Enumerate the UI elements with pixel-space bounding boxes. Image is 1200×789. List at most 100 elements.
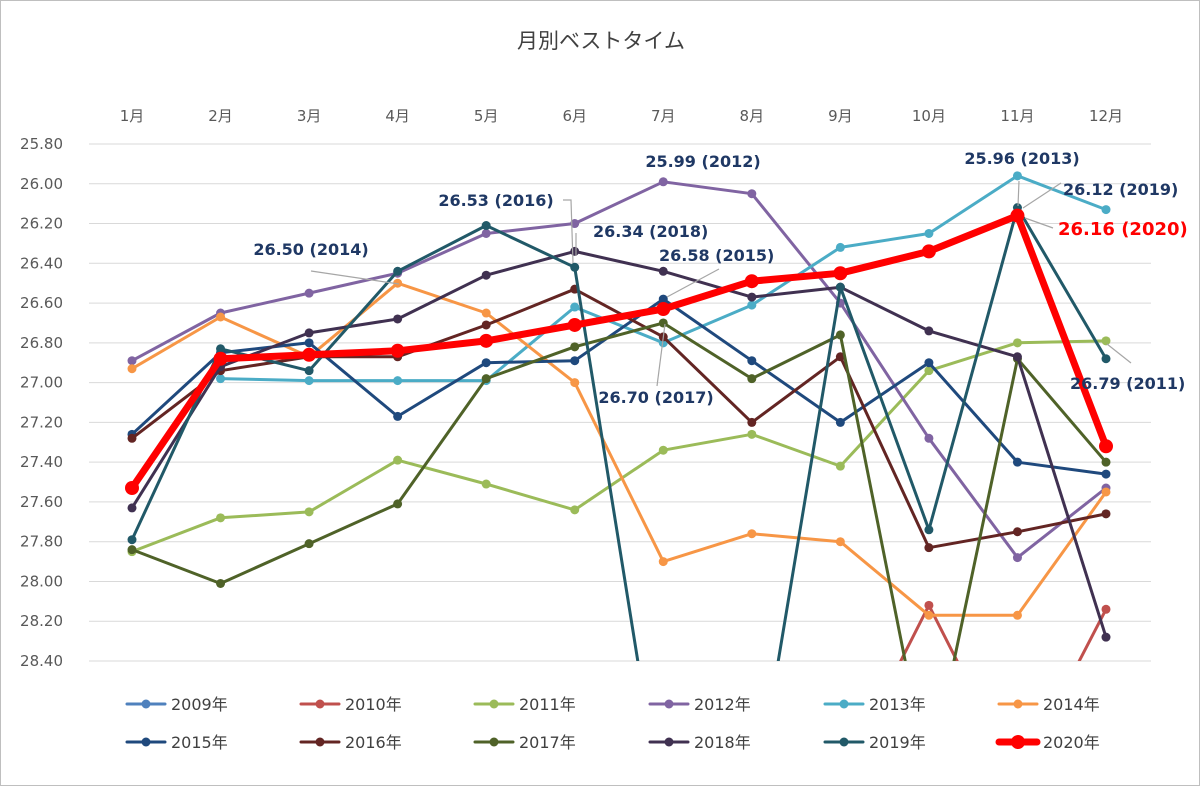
legend-marker [141, 699, 151, 709]
legend-item: 2011年 [473, 695, 576, 714]
legend: 2009年 2010年 2011年 2012年 2013年 2014年 2015年 2016年… [125, 695, 1100, 752]
data-point [836, 776, 845, 785]
x-tick-label: 3月 [297, 107, 322, 125]
x-axis-ticks: 1月 2月 3月 4月 5月 6月 7月 8月 9月 10月 11月 12月 [120, 107, 1123, 125]
annotation-label: 26.50 (2014) [253, 240, 368, 259]
data-point [1101, 336, 1111, 346]
gridlines [89, 143, 1151, 662]
legend-marker [489, 699, 499, 709]
data-point [481, 228, 491, 238]
series-2018年 [127, 246, 1111, 642]
series-line [130, 206, 1108, 661]
data-point [924, 228, 934, 238]
data-point [835, 330, 845, 340]
x-tick-label: 4月 [385, 107, 410, 125]
legend-label: 2016年 [345, 733, 402, 752]
x-tick-label: 10月 [912, 107, 946, 125]
legend-marker [1013, 699, 1023, 709]
annotation-label: 26.53 (2016) [438, 191, 553, 210]
x-tick-label: 6月 [562, 107, 587, 125]
data-point [570, 342, 580, 352]
series-line [130, 180, 1108, 560]
data-point [656, 302, 671, 317]
series-line [899, 603, 1108, 661]
data-point [658, 318, 668, 328]
legend-label: 2019年 [869, 733, 926, 752]
data-point [216, 578, 226, 588]
data-point [921, 244, 936, 259]
series-2013年 [216, 171, 1111, 386]
data-point [924, 776, 933, 785]
data-point [744, 274, 759, 289]
legend-item: 2020年 [995, 733, 1100, 752]
legend-marker [664, 737, 674, 747]
legend-marker [489, 737, 499, 747]
data-point [479, 333, 494, 348]
y-tick-label: 26.00 [20, 175, 63, 193]
data-point [747, 300, 757, 310]
data-point [570, 378, 580, 388]
data-point [924, 366, 934, 376]
data-point [658, 294, 668, 304]
data-point [302, 347, 317, 362]
legend-marker [664, 699, 674, 709]
y-tick-label: 27.60 [20, 493, 63, 511]
data-point [747, 356, 757, 366]
data-point [213, 351, 228, 366]
legend-item: 2013年 [823, 695, 926, 714]
data-point [835, 282, 845, 292]
legend-item: 2018年 [648, 733, 751, 752]
annotation-leader [563, 199, 574, 264]
data-point [924, 610, 934, 620]
annotation-leader [310, 270, 400, 285]
data-point [481, 374, 491, 384]
data-point [747, 429, 757, 439]
data-point [570, 219, 580, 229]
series-2017年 [127, 318, 1111, 785]
data-point [304, 376, 314, 386]
data-point [481, 270, 491, 280]
data-point [570, 505, 580, 515]
data-point [1101, 205, 1111, 215]
y-tick-label: 27.80 [20, 533, 63, 551]
data-point [1101, 632, 1111, 642]
y-tick-label: 27.40 [20, 453, 63, 471]
data-point [835, 537, 845, 547]
annotations: 26.50 (2014) 26.53 (2016) 26.34 (2018) 25.9… [253, 149, 1187, 407]
data-point [216, 312, 226, 322]
annotation-leader [656, 323, 666, 387]
legend-label: 2009年 [171, 695, 228, 714]
series-2019年 [127, 203, 1111, 661]
legend-label: 2020年 [1043, 733, 1100, 752]
data-point [1101, 457, 1111, 467]
data-point [1101, 509, 1111, 519]
y-tick-label: 28.20 [20, 612, 63, 630]
annotation-label: 26.34 (2018) [593, 222, 708, 241]
legend-item: 2019年 [823, 733, 926, 752]
y-tick-label: 26.20 [20, 215, 63, 233]
y-tick-label: 26.60 [20, 294, 63, 312]
x-tick-label: 9月 [828, 107, 853, 125]
x-tick-label: 11月 [1000, 107, 1034, 125]
data-point [127, 364, 137, 374]
data-point [1012, 610, 1022, 620]
data-point [304, 288, 314, 298]
y-tick-label: 28.00 [20, 572, 63, 590]
annotation-label: 26.70 (2017) [598, 388, 713, 407]
y-tick-label: 27.20 [20, 413, 63, 431]
series-line [130, 281, 1108, 617]
series-2011年 [127, 336, 1111, 557]
annotation-label: 25.96 (2013) [964, 149, 1079, 168]
data-point [747, 189, 757, 199]
data-point [658, 266, 668, 276]
data-point [1012, 352, 1022, 362]
data-point [127, 535, 137, 545]
data-point [1101, 469, 1111, 479]
data-point [481, 320, 491, 330]
data-point [747, 374, 757, 384]
annotation-leader [1024, 217, 1054, 229]
data-point [393, 455, 403, 465]
legend-label: 2011年 [519, 695, 576, 714]
series-line [130, 287, 1108, 550]
